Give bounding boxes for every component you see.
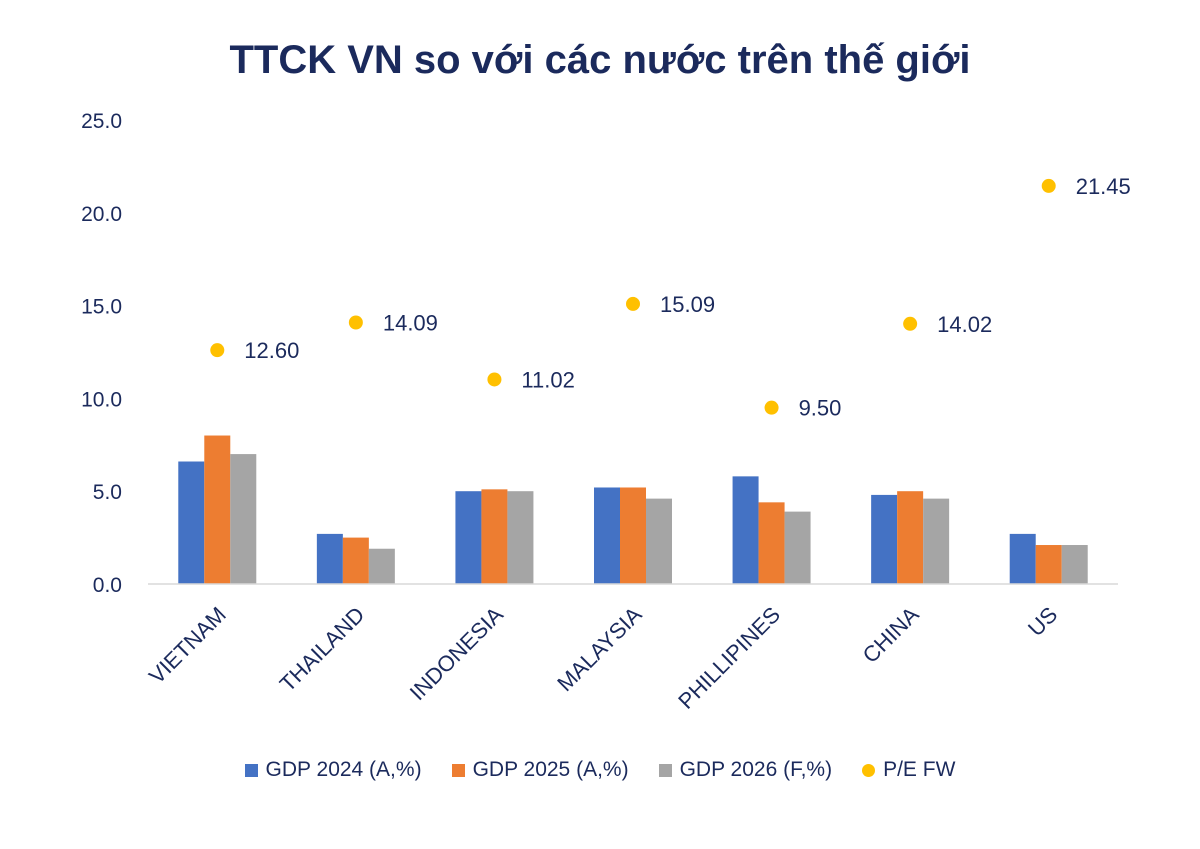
bar (178, 461, 205, 584)
bar (1009, 533, 1036, 584)
bar (732, 476, 759, 584)
pe-data-label: 21.45 (1076, 174, 1131, 199)
legend-item: GDP 2024 (A,%) (244, 758, 422, 782)
pe-point (764, 400, 779, 415)
x-tick-label: PHILLIPINES (673, 602, 785, 714)
y-tick-label: 25.0 (81, 110, 122, 133)
bar (758, 502, 785, 584)
pe-data-label: 12.60 (244, 338, 299, 363)
y-axis-ticks: 0.0 5.0 10.0 15.0 20.0 25.0 (81, 110, 122, 597)
y-tick-label: 0.0 (93, 574, 122, 597)
bar (481, 489, 508, 584)
pe-data-label: 14.09 (383, 310, 438, 335)
bar (1061, 545, 1088, 584)
x-tick-label: MALAYSIA (552, 602, 647, 697)
pe-point (626, 296, 640, 311)
pe-point (1041, 178, 1056, 193)
y-tick-label: 15.0 (81, 296, 122, 319)
x-axis-labels: VIETNAM THAILAND INDONESIA MALAYSIA PHILLIPI… (144, 602, 1062, 714)
bar (646, 498, 672, 584)
pe-points-group: 12.60 14.09 11.02 15.09 9.50 14.02 21.45 (210, 174, 1131, 421)
chart-title: TTCK VN so với các nước trên thế giới (229, 38, 971, 82)
y-tick-label: 10.0 (81, 388, 122, 411)
x-tick-label: VIETNAM (144, 602, 231, 689)
bar (230, 454, 257, 584)
x-tick-label: CHINA (858, 602, 924, 668)
y-tick-label: 5.0 (93, 481, 122, 504)
pe-data-label: 14.02 (937, 312, 992, 337)
x-tick-label: INDONESIA (405, 602, 508, 705)
x-tick-label: THAILAND (275, 602, 370, 697)
bar (204, 435, 231, 584)
bar (316, 533, 343, 584)
y-tick-label: 20.0 (81, 203, 122, 226)
legend-swatch (244, 763, 258, 777)
pe-data-label: 15.09 (660, 292, 715, 317)
bar (620, 487, 646, 584)
bar (368, 548, 395, 584)
pe-point (903, 316, 918, 331)
legend-label: GDP 2024 (A,%) (265, 758, 422, 781)
bar (1035, 545, 1062, 584)
pe-point (348, 315, 363, 330)
bar (784, 511, 811, 584)
bar (507, 491, 534, 584)
pe-point (210, 343, 225, 358)
bar (455, 491, 482, 584)
bar (897, 491, 924, 584)
bar (342, 537, 369, 584)
legend-label: P/E FW (883, 758, 956, 781)
x-tick-label: US (1023, 602, 1062, 641)
bar (871, 494, 898, 584)
legend-item: GDP 2025 (A,%) (451, 758, 629, 782)
legend-swatch (862, 763, 876, 777)
bar (923, 498, 950, 584)
legend-item: GDP 2026 (F,%) (658, 758, 833, 782)
legend-swatch (451, 763, 465, 777)
bars-group (178, 435, 1088, 584)
pe-data-label: 11.02 (521, 367, 574, 392)
pe-point (487, 372, 502, 387)
legend-swatch (658, 763, 672, 777)
bar (594, 487, 620, 584)
legend: GDP 2024 (A,%) GDP 2025 (A,%) GDP 2026 (F,… (0, 758, 1200, 782)
legend-item: P/E FW (862, 758, 955, 782)
pe-data-label: 9.50 (799, 396, 842, 421)
legend-label: GDP 2025 (A,%) (472, 758, 629, 781)
legend-label: GDP 2026 (F,%) (679, 758, 833, 781)
